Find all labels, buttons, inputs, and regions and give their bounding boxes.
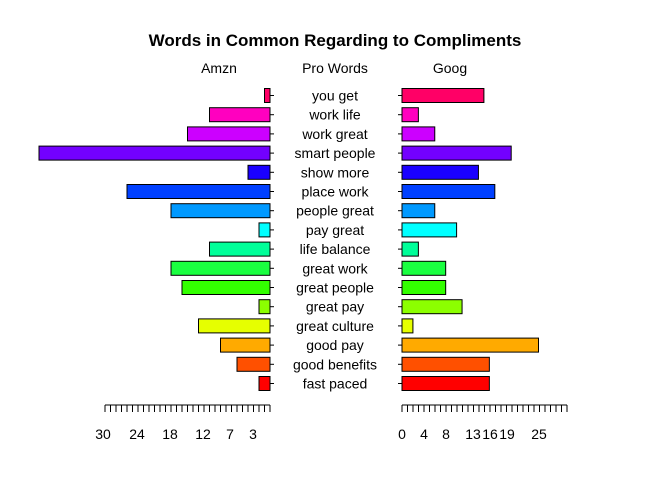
bar-amzn-you-get bbox=[264, 88, 271, 103]
category-label: smart people bbox=[295, 145, 376, 161]
category-label: you get bbox=[312, 88, 358, 104]
left-tick-label: 7 bbox=[226, 426, 234, 442]
bar-goog-great-work bbox=[401, 260, 447, 276]
bar-amzn-work-life bbox=[209, 107, 271, 123]
chart-title: Words in Common Regarding to Compliments bbox=[149, 31, 522, 50]
bar-amzn-pay-great bbox=[258, 222, 271, 238]
right-bars bbox=[398, 88, 539, 391]
bar-goog-work-life bbox=[401, 107, 419, 123]
category-label: people great bbox=[296, 203, 374, 219]
center-label: Pro Words bbox=[302, 60, 368, 76]
right-series-label: Goog bbox=[433, 60, 467, 76]
left-bars bbox=[38, 88, 274, 391]
bar-goog-show-more bbox=[401, 164, 479, 180]
bar-amzn-people-great bbox=[170, 203, 271, 219]
category-label: show more bbox=[301, 164, 370, 180]
right-tick-label: 8 bbox=[442, 426, 450, 442]
right-axis: 0 4 8 13 16 19 25 bbox=[398, 404, 568, 442]
bar-goog-good-benefits bbox=[401, 356, 490, 372]
left-tick-label: 18 bbox=[162, 426, 178, 442]
bar-amzn-work-great bbox=[187, 126, 271, 142]
right-tick-label: 25 bbox=[531, 426, 547, 442]
bar-amzn-life-balance bbox=[209, 241, 271, 257]
bar-amzn-great-culture bbox=[198, 318, 271, 334]
category-label: life balance bbox=[300, 241, 371, 257]
category-label: fast paced bbox=[303, 376, 368, 392]
bar-amzn-show-more bbox=[247, 164, 271, 180]
category-label: good pay bbox=[306, 337, 364, 353]
bar-goog-place-work bbox=[401, 184, 496, 199]
bar-amzn-place-work bbox=[126, 184, 271, 199]
left-tick-label: 12 bbox=[195, 426, 211, 442]
bar-amzn-great-pay bbox=[258, 299, 271, 315]
right-tick-label: 16 bbox=[482, 426, 498, 442]
right-tick-label: 13 bbox=[465, 426, 481, 442]
right-tick-label: 19 bbox=[499, 426, 515, 442]
bar-amzn-great-people bbox=[181, 280, 271, 295]
bar-goog-fast-paced bbox=[401, 376, 490, 391]
bar-goog-people-great bbox=[401, 203, 436, 219]
category-label: great people bbox=[296, 280, 374, 296]
right-tick-label: 4 bbox=[420, 426, 428, 442]
category-label: pay great bbox=[306, 222, 364, 238]
bar-goog-great-people bbox=[401, 280, 447, 295]
category-label: good benefits bbox=[293, 356, 377, 372]
bar-goog-good-pay bbox=[401, 337, 539, 353]
left-tick-label: 3 bbox=[249, 426, 257, 442]
bar-amzn-fast-paced bbox=[258, 376, 271, 391]
bar-goog-you-get bbox=[401, 88, 485, 103]
category-label: great culture bbox=[296, 318, 374, 334]
left-tick-label: 24 bbox=[129, 426, 145, 442]
bar-amzn-good-pay bbox=[220, 337, 271, 353]
left-series-label: Amzn bbox=[201, 60, 237, 76]
bar-amzn-smart-people bbox=[38, 145, 271, 161]
category-labels: fast paced good benefits good pay great cul… bbox=[293, 88, 377, 392]
bar-goog-life-balance bbox=[401, 241, 419, 257]
left-axis: 30 24 18 12 7 3 bbox=[95, 404, 271, 442]
category-label: place work bbox=[302, 184, 370, 200]
category-label: great work bbox=[302, 260, 368, 276]
category-label: work life bbox=[308, 107, 361, 123]
right-tick-label: 0 bbox=[398, 426, 406, 442]
bar-goog-great-culture bbox=[401, 318, 414, 334]
category-label: work great bbox=[301, 126, 367, 142]
bar-amzn-good-benefits bbox=[236, 356, 271, 372]
left-tick-label: 30 bbox=[95, 426, 111, 442]
bar-goog-work-great bbox=[401, 126, 436, 142]
category-label: great pay bbox=[306, 299, 364, 315]
bar-amzn-great-work bbox=[170, 260, 271, 276]
bar-goog-smart-people bbox=[401, 145, 512, 161]
bar-goog-pay-great bbox=[401, 222, 458, 238]
bar-goog-great-pay bbox=[401, 299, 463, 315]
